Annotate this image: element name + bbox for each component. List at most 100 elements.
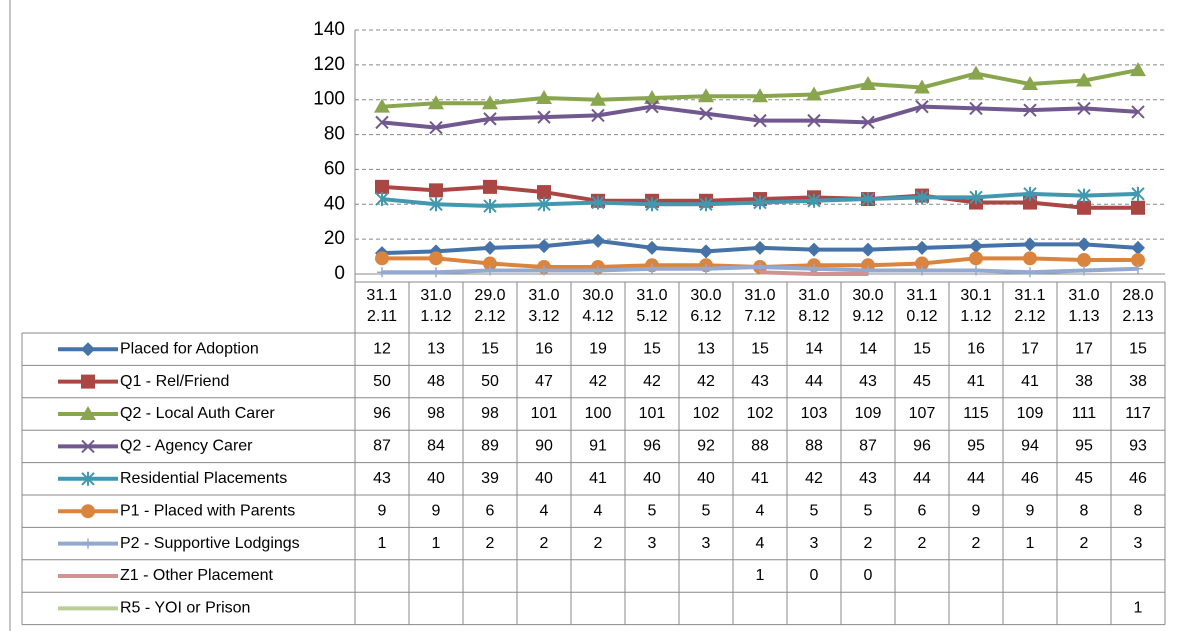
marker [1077,188,1091,203]
legend-label: Q2 - Local Auth Carer [120,405,275,422]
table-value: 96 [643,438,661,455]
table-value: 42 [805,470,823,487]
table-value: 43 [751,373,769,390]
table-value: 9 [972,502,981,519]
y-tick-label: 60 [324,158,345,179]
table-value: 43 [373,470,391,487]
table-value: 3 [810,535,819,552]
marker [429,251,443,266]
table-value: 87 [859,438,877,455]
marker [644,89,660,104]
table-value: 43 [859,470,877,487]
table-value: 16 [967,340,985,357]
marker [81,342,95,357]
x-tick-label: 31.0 1.13 [1068,287,1099,325]
table-value: 2 [972,535,981,552]
marker [753,195,767,210]
table-value: 15 [913,340,931,357]
marker [1025,267,1035,278]
x-tick-label: 31.0 1.12 [420,287,451,325]
table-value: 5 [864,502,873,519]
marker [431,267,441,278]
marker [969,190,983,205]
marker [81,504,95,519]
table-value: 109 [1017,405,1044,422]
x-tick-label: 30.0 9.12 [852,287,883,325]
marker [1023,103,1037,117]
marker [537,185,551,200]
table-value: 98 [427,405,445,422]
marker [861,192,875,207]
table-value: 0 [810,567,819,584]
x-tick-label: 29.0 2.12 [474,287,505,325]
marker [645,99,659,114]
y-tick-label: 20 [324,228,345,249]
table-value: 46 [1021,470,1039,487]
table-value: 2 [864,535,873,552]
marker [755,262,765,273]
table-value: 45 [913,373,931,390]
marker [806,86,822,101]
x-tick-label: 31.0 3.12 [528,287,559,325]
marker [483,240,497,255]
table-value: 13 [427,340,445,357]
table-value: 1 [378,535,387,552]
marker [1077,101,1091,116]
table-value: 92 [697,438,715,455]
marker [860,76,876,91]
marker [483,112,497,126]
table-value: 44 [967,470,985,487]
table-value: 41 [589,470,607,487]
table-value: 93 [1129,438,1147,455]
table-value: 16 [535,340,553,357]
marker [807,113,821,128]
table-value: 2 [918,535,927,552]
marker [375,115,389,130]
table-value: 43 [859,373,877,390]
table-value: 14 [805,340,823,357]
marker [593,265,603,276]
table-value: 9 [432,502,441,519]
marker [645,240,659,255]
table-value: 42 [697,373,715,390]
y-tick-label: 100 [313,89,345,110]
marker [969,251,983,266]
y-tick-label: 140 [313,19,345,40]
table-value: 17 [1021,340,1039,357]
marker [375,192,389,207]
marker [701,263,711,274]
table-value: 48 [427,373,445,390]
legend-label: Q1 - Rel/Friend [120,373,229,390]
table-value: 88 [751,438,769,455]
marker [429,197,443,212]
marker [1022,76,1038,91]
table-value: 47 [535,373,553,390]
y-tick-label: 40 [324,193,345,214]
marker [1131,105,1145,119]
marker [1131,200,1145,215]
table-value: 15 [1129,340,1147,357]
legend-label: P2 - Supportive Lodgings [120,535,300,552]
table-value: 84 [427,438,445,455]
marker [83,538,93,549]
table-value: 19 [589,340,607,357]
table-value: 41 [1021,373,1039,390]
table-value: 1 [756,567,765,584]
table-value: 5 [702,502,711,519]
marker [81,471,95,486]
x-tick-label: 31.0 8.12 [798,287,829,325]
marker [377,267,387,278]
marker [969,101,983,116]
table-value: 44 [805,373,823,390]
table-value: 95 [967,438,985,455]
marker [698,88,714,103]
table-value: 98 [481,405,499,422]
marker [915,190,929,205]
table-value: 44 [913,470,931,487]
marker [483,179,497,194]
table-value: 3 [1134,535,1143,552]
table-value: 13 [697,340,715,357]
marker [1131,240,1145,255]
x-tick-label: 30.0 4.12 [582,287,613,325]
table-value: 103 [801,405,828,422]
